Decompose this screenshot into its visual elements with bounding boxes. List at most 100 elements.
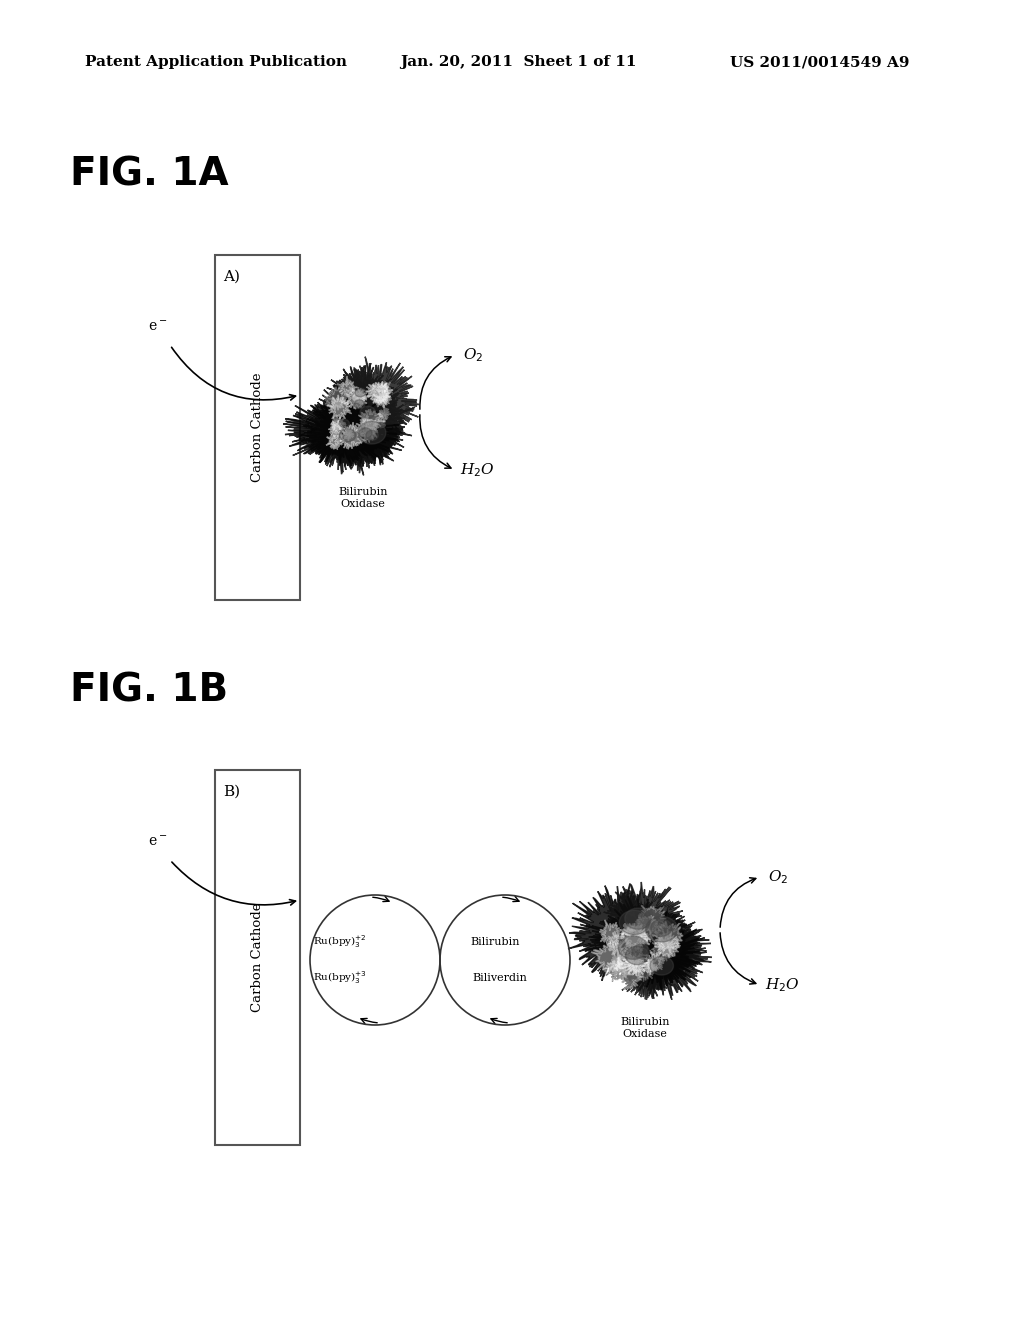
Polygon shape xyxy=(621,924,648,949)
Polygon shape xyxy=(339,420,349,428)
Polygon shape xyxy=(334,356,419,438)
Text: H$_2$O: H$_2$O xyxy=(765,977,800,994)
Polygon shape xyxy=(620,932,682,973)
Polygon shape xyxy=(330,416,346,432)
Polygon shape xyxy=(352,389,370,404)
Polygon shape xyxy=(642,960,658,975)
Text: Bilirubin
Oxidase: Bilirubin Oxidase xyxy=(621,1016,670,1039)
Polygon shape xyxy=(340,422,366,449)
Polygon shape xyxy=(650,956,674,975)
Polygon shape xyxy=(607,953,626,970)
Polygon shape xyxy=(610,960,643,990)
Polygon shape xyxy=(375,391,392,408)
Polygon shape xyxy=(620,924,635,937)
Polygon shape xyxy=(324,387,349,411)
Polygon shape xyxy=(650,937,677,965)
Polygon shape xyxy=(632,944,649,958)
Polygon shape xyxy=(654,929,681,958)
Polygon shape xyxy=(343,428,354,441)
Bar xyxy=(215,255,300,601)
Polygon shape xyxy=(378,405,391,422)
Polygon shape xyxy=(637,906,667,935)
Polygon shape xyxy=(622,915,694,990)
Polygon shape xyxy=(646,950,665,972)
Polygon shape xyxy=(355,388,366,397)
Polygon shape xyxy=(327,363,396,442)
Polygon shape xyxy=(358,409,385,430)
Polygon shape xyxy=(301,404,401,475)
Polygon shape xyxy=(283,395,399,466)
Polygon shape xyxy=(605,909,712,999)
Polygon shape xyxy=(345,388,367,409)
Polygon shape xyxy=(344,404,403,465)
Polygon shape xyxy=(632,954,656,982)
Polygon shape xyxy=(319,372,404,458)
Text: O$_2$: O$_2$ xyxy=(463,346,483,364)
Polygon shape xyxy=(618,936,647,960)
Text: e$^-$: e$^-$ xyxy=(148,836,168,849)
Text: Patent Application Publication: Patent Application Publication xyxy=(85,55,347,69)
Polygon shape xyxy=(620,911,649,935)
Polygon shape xyxy=(328,395,351,418)
Polygon shape xyxy=(616,917,664,962)
Polygon shape xyxy=(601,924,697,979)
Polygon shape xyxy=(602,957,634,987)
Polygon shape xyxy=(589,896,697,989)
Polygon shape xyxy=(357,421,386,444)
Polygon shape xyxy=(591,941,626,974)
Polygon shape xyxy=(623,944,649,969)
Polygon shape xyxy=(360,407,375,418)
Text: Carbon Cathode: Carbon Cathode xyxy=(251,903,264,1012)
Polygon shape xyxy=(333,397,398,473)
Polygon shape xyxy=(568,883,674,982)
Bar xyxy=(215,770,300,1144)
Text: FIG. 1B: FIG. 1B xyxy=(70,671,228,709)
Polygon shape xyxy=(366,430,378,441)
Polygon shape xyxy=(340,429,356,442)
Polygon shape xyxy=(339,403,380,436)
Polygon shape xyxy=(337,376,357,395)
Polygon shape xyxy=(651,919,672,936)
Text: Ru(bpy)$_3^{+3}$: Ru(bpy)$_3^{+3}$ xyxy=(313,970,367,986)
Polygon shape xyxy=(356,416,379,440)
Text: FIG. 1A: FIG. 1A xyxy=(70,156,228,194)
Polygon shape xyxy=(617,912,700,990)
Polygon shape xyxy=(340,395,393,446)
Polygon shape xyxy=(354,400,365,409)
Text: O$_2$: O$_2$ xyxy=(768,869,788,886)
Polygon shape xyxy=(371,381,393,403)
Polygon shape xyxy=(630,915,660,944)
Polygon shape xyxy=(615,952,638,974)
Polygon shape xyxy=(329,420,345,437)
Polygon shape xyxy=(625,908,651,929)
Text: Bilirubin
Oxidase: Bilirubin Oxidase xyxy=(338,487,388,508)
Polygon shape xyxy=(359,420,377,438)
Polygon shape xyxy=(645,916,678,942)
Polygon shape xyxy=(624,923,651,952)
Text: US 2011/0014549 A9: US 2011/0014549 A9 xyxy=(730,55,909,69)
Polygon shape xyxy=(374,417,386,428)
Text: H$_2$O: H$_2$O xyxy=(460,461,495,479)
Polygon shape xyxy=(359,428,375,442)
Text: Bilirubin: Bilirubin xyxy=(470,937,520,946)
Polygon shape xyxy=(377,381,393,393)
Polygon shape xyxy=(652,921,683,953)
Polygon shape xyxy=(315,380,388,447)
Polygon shape xyxy=(611,942,676,999)
Text: Carbon Cathode: Carbon Cathode xyxy=(251,372,264,482)
Text: A): A) xyxy=(223,271,240,284)
Text: B): B) xyxy=(223,785,240,799)
Text: Jan. 20, 2011  Sheet 1 of 11: Jan. 20, 2011 Sheet 1 of 11 xyxy=(400,55,637,69)
Polygon shape xyxy=(366,381,390,405)
Polygon shape xyxy=(626,946,648,965)
Text: Biliverdin: Biliverdin xyxy=(472,973,527,983)
Polygon shape xyxy=(604,920,693,979)
Polygon shape xyxy=(586,908,711,981)
Polygon shape xyxy=(358,428,372,438)
Polygon shape xyxy=(323,387,415,466)
Text: Ru(bpy)$_3^{+2}$: Ru(bpy)$_3^{+2}$ xyxy=(313,933,367,950)
Polygon shape xyxy=(599,920,623,945)
Polygon shape xyxy=(326,434,344,450)
Polygon shape xyxy=(293,395,376,474)
Polygon shape xyxy=(603,882,683,965)
